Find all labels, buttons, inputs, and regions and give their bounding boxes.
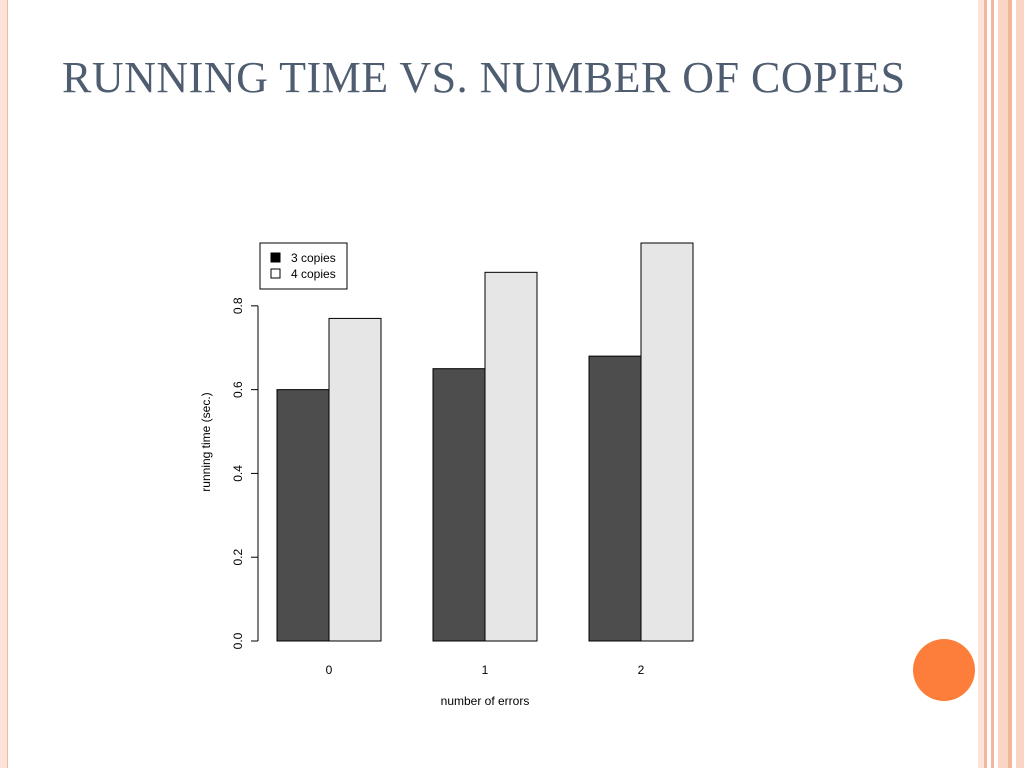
y-tick-label: 0.4 [231, 465, 245, 482]
legend-label-4-copies: 4 copies [291, 267, 336, 281]
legend-box [259, 242, 348, 290]
x-axis-label: number of errors [441, 694, 530, 708]
right-stripe-4 [998, 0, 1008, 768]
y-axis-label: running time (sec.) [199, 392, 213, 491]
bar-4-copies-1 [484, 271, 538, 642]
right-stripe-3 [991, 0, 994, 768]
y-tick-label: 0.6 [231, 381, 245, 398]
legend-swatch-3-copies [270, 252, 281, 263]
bar-3-copies-2 [588, 355, 642, 642]
bar-4-copies-2 [640, 242, 694, 642]
bar-4-copies-0 [328, 317, 382, 642]
right-stripe-5 [1008, 0, 1012, 768]
right-stripe-6 [1016, 0, 1024, 768]
right-stripe-2 [984, 0, 987, 768]
bar-3-copies-1 [432, 368, 486, 642]
y-tick-label: 0.8 [231, 297, 245, 314]
x-tick-label: 2 [638, 663, 645, 677]
right-stripe-1 [978, 0, 984, 768]
y-tick-label: 0.2 [231, 549, 245, 566]
bar-3-copies-0 [276, 389, 330, 642]
slide-title: RUNNING TIME VS. NUMBER OF COPIES [62, 53, 906, 102]
x-tick-label: 0 [326, 663, 333, 677]
orange-circle-decoration [913, 639, 975, 701]
legend-label-3-copies: 3 copies [291, 251, 336, 265]
x-tick-label: 1 [482, 663, 489, 677]
legend-swatch-4-copies [270, 268, 281, 279]
left-border-stripe [0, 0, 8, 768]
y-tick-label: 0.0 [231, 632, 245, 649]
right-border-stripes [978, 0, 1024, 768]
